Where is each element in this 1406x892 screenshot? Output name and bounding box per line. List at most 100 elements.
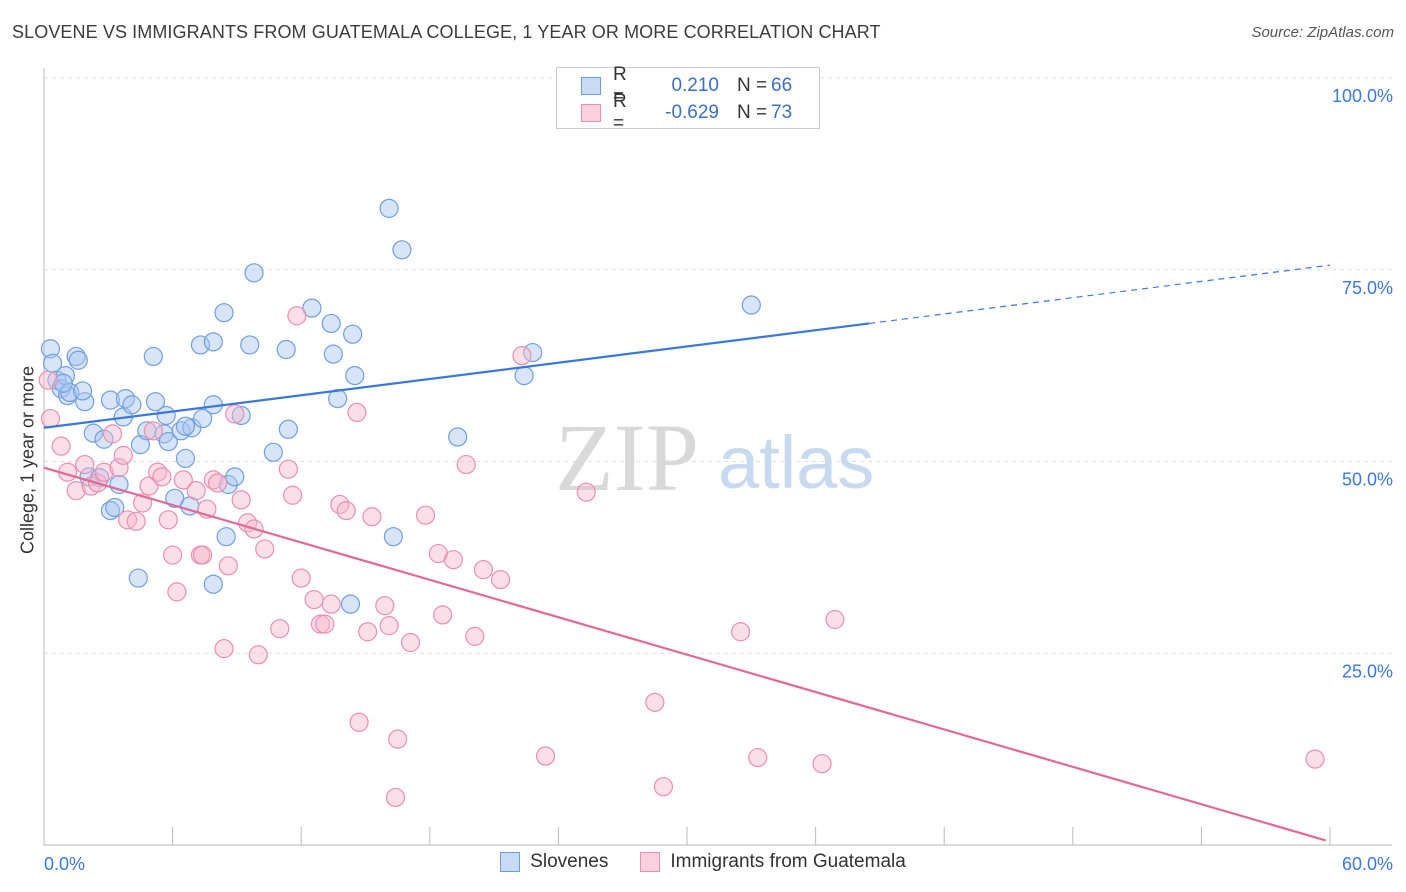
point-guatemala <box>456 454 476 475</box>
series-guatemala-points <box>38 306 1325 808</box>
point-slovenes <box>392 240 412 260</box>
point-guatemala <box>109 458 129 478</box>
legend-swatch-pink <box>581 104 601 122</box>
legend-label-slovenes: Slovenes <box>530 851 609 872</box>
point-slovenes <box>244 263 264 283</box>
y-axis-label: College, 1 year or more <box>17 365 38 555</box>
point-slovenes <box>175 448 196 469</box>
point-guatemala <box>193 545 213 565</box>
point-guatemala <box>255 539 275 559</box>
y-tick-label: 100.0% <box>1332 86 1393 106</box>
point-slovenes <box>143 346 163 367</box>
point-slovenes <box>343 324 363 344</box>
point-guatemala <box>748 747 768 768</box>
chart-title: SLOVENE VS IMMIGRANTS FROM GUATEMALA COL… <box>12 22 881 42</box>
point-guatemala <box>186 481 206 501</box>
point-guatemala <box>173 470 193 490</box>
point-guatemala <box>66 481 86 501</box>
point-slovenes <box>523 342 543 363</box>
point-guatemala <box>490 570 511 590</box>
point-slovenes <box>383 527 403 547</box>
point-slovenes <box>203 574 223 594</box>
point-slovenes <box>165 488 185 508</box>
point-guatemala <box>535 746 556 766</box>
trend-line-guatemala <box>43 466 1327 842</box>
point-guatemala <box>113 445 133 465</box>
point-guatemala <box>375 596 395 616</box>
watermark-zip: ZIP <box>555 404 699 511</box>
point-slovenes <box>203 332 223 352</box>
point-guatemala <box>270 619 290 639</box>
point-slovenes <box>263 442 283 462</box>
y-tick-label: 50.0% <box>1342 470 1393 490</box>
point-guatemala <box>388 729 408 749</box>
point-guatemala <box>358 622 378 642</box>
legend-label-guatemala: Immigrants from Guatemala <box>670 851 906 872</box>
point-slovenes <box>225 467 245 487</box>
legend-n-label: N = <box>737 102 768 123</box>
point-guatemala <box>248 645 268 665</box>
point-guatemala <box>512 346 532 366</box>
point-guatemala <box>645 692 665 712</box>
legend-row-slovenes: R = 0.210 N = 66 <box>581 64 792 107</box>
point-guatemala <box>278 459 298 479</box>
point-guatemala <box>152 467 172 487</box>
point-slovenes <box>216 527 236 547</box>
point-slovenes <box>105 497 125 518</box>
point-slovenes <box>214 303 234 323</box>
point-slovenes <box>57 385 78 406</box>
point-guatemala <box>362 507 382 527</box>
point-slovenes <box>345 365 365 386</box>
point-guatemala <box>400 632 421 653</box>
legend-r-value: 0.210 <box>671 75 719 96</box>
point-guatemala <box>214 639 234 659</box>
point-slovenes <box>321 313 341 334</box>
point-guatemala <box>347 402 367 423</box>
point-slovenes <box>156 405 176 426</box>
y-tick-label: 25.0% <box>1342 661 1393 681</box>
point-guatemala <box>283 485 303 505</box>
gridlines <box>44 77 1392 654</box>
legend-n-label: N = <box>737 75 768 96</box>
point-guatemala <box>415 505 436 525</box>
point-guatemala <box>40 408 61 429</box>
point-slovenes <box>240 335 260 355</box>
point-guatemala <box>433 605 453 625</box>
x-tick-label: 0.0% <box>44 854 85 874</box>
point-slovenes <box>323 344 343 364</box>
point-guatemala <box>379 616 399 636</box>
point-guatemala <box>304 589 324 610</box>
point-guatemala <box>465 626 485 646</box>
legend-item-slovenes[interactable]: Slovenes <box>500 851 608 873</box>
point-guatemala <box>653 777 674 797</box>
point-guatemala <box>51 436 71 456</box>
point-guatemala <box>75 454 95 475</box>
point-guatemala <box>349 712 369 732</box>
legend-item-guatemala[interactable]: Immigrants from Guatemala <box>640 851 906 873</box>
point-guatemala <box>126 511 146 531</box>
legend-swatch-blue <box>581 77 601 95</box>
point-guatemala <box>730 622 751 642</box>
point-slovenes <box>741 295 761 315</box>
source-label: Source: ZipAtlas.com <box>1251 24 1394 41</box>
point-guatemala <box>310 614 331 634</box>
point-slovenes <box>83 423 103 443</box>
legend-swatch-pink <box>640 852 661 872</box>
point-guatemala <box>102 424 123 444</box>
point-slovenes <box>231 405 251 426</box>
trend-line-slovenes-extension <box>869 264 1331 325</box>
axes <box>43 68 1392 846</box>
point-slovenes <box>276 339 296 360</box>
point-slovenes <box>122 395 142 415</box>
point-slovenes <box>514 365 534 386</box>
point-guatemala <box>443 550 463 570</box>
y-tick-label: 75.0% <box>1342 278 1393 298</box>
point-guatemala <box>287 306 307 326</box>
point-guatemala <box>208 473 228 493</box>
point-slovenes <box>379 198 399 218</box>
point-guatemala <box>812 754 832 774</box>
legend-r-value: -0.629 <box>665 102 719 123</box>
point-slovenes <box>40 339 61 359</box>
point-guatemala <box>158 510 178 530</box>
